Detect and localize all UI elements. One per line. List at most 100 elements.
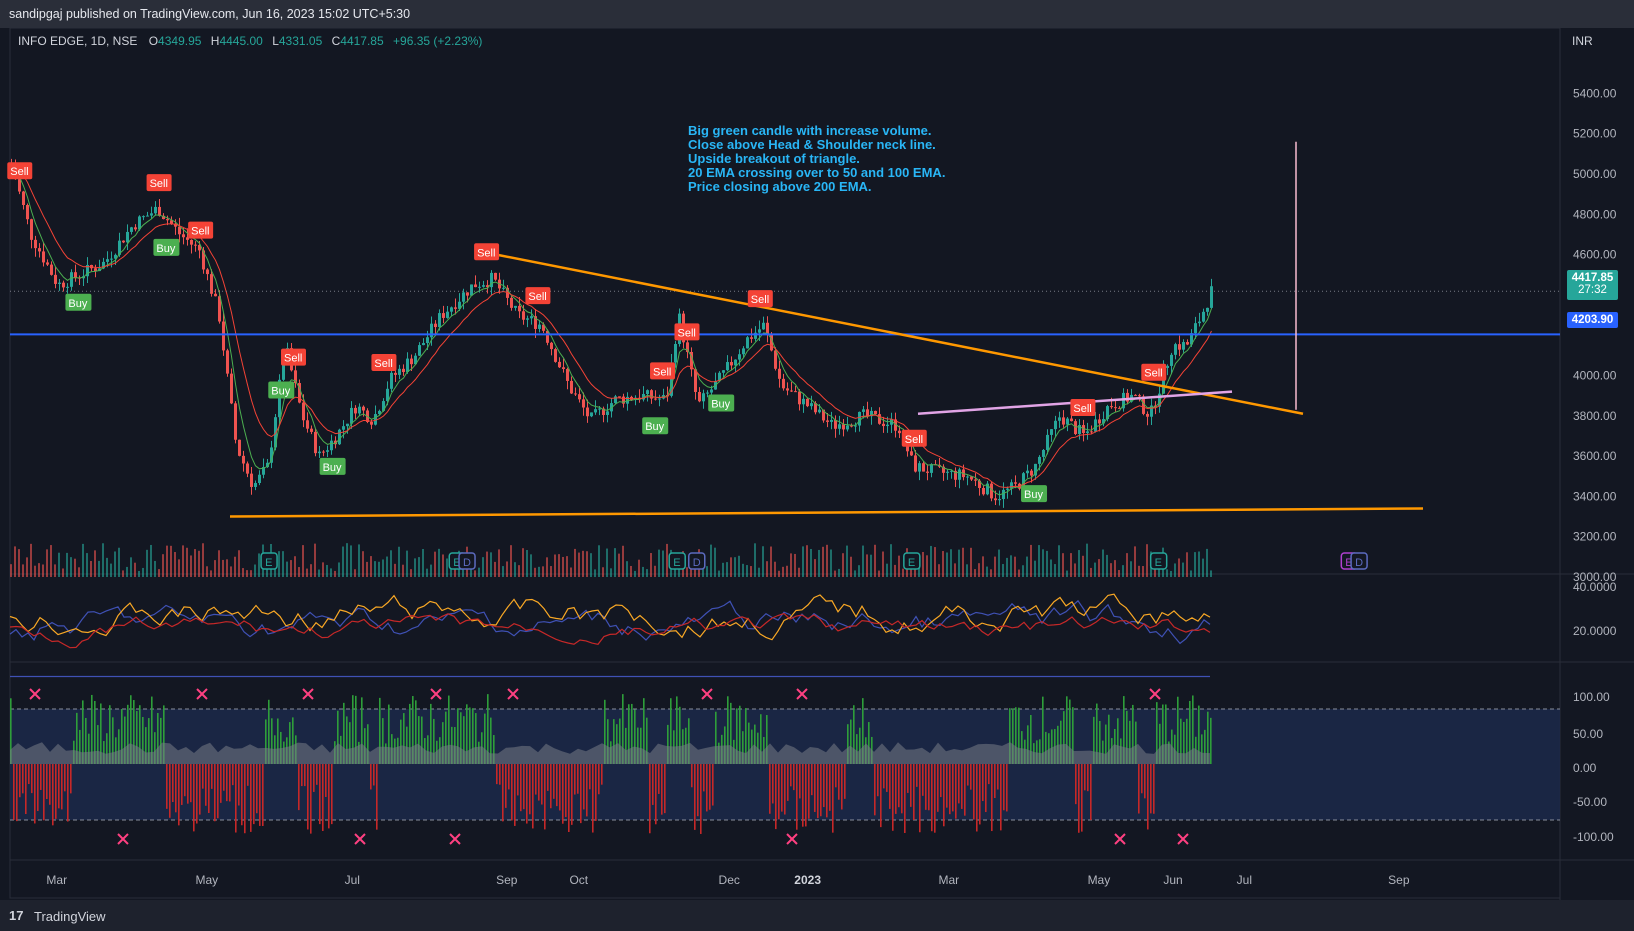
candle-body — [434, 323, 437, 328]
chart-canvas[interactable]: 5400.005200.005000.004800.004600.004400.… — [0, 28, 1634, 900]
buy-signal-label — [268, 381, 295, 399]
volume-bar — [714, 547, 716, 577]
sell-signal-label — [474, 243, 500, 261]
histogram-bar-up — [430, 703, 432, 764]
oscillator-tick-label: -50.00 — [1573, 795, 1607, 809]
candle-body — [106, 259, 109, 262]
candle-body — [738, 354, 741, 360]
volume-bar — [734, 557, 736, 577]
histogram-bar-up — [106, 733, 108, 764]
histogram-bar-down — [553, 764, 555, 799]
volume-bar — [594, 569, 596, 577]
oscillator-tick-label: 50.00 — [1573, 727, 1603, 741]
histogram-bar-up — [1069, 699, 1071, 764]
histogram-bar-up — [1021, 731, 1023, 764]
annotation-line: Upside breakout of triangle. — [688, 151, 860, 166]
buy-signal-text: Buy — [68, 298, 87, 310]
histogram-bar-down — [973, 764, 975, 820]
candle-body — [886, 424, 889, 427]
histogram-bar-down — [700, 764, 702, 834]
candle-body — [534, 316, 537, 329]
candle-body — [754, 332, 757, 339]
candle-body — [406, 358, 409, 373]
dividend-icon-label: D — [693, 557, 701, 569]
volume-bar — [114, 551, 116, 577]
candle-body — [954, 470, 957, 480]
histogram-bar-up — [433, 718, 435, 764]
histogram-bar-up — [112, 717, 114, 764]
candle-body — [306, 420, 309, 429]
histogram-bar-up — [130, 695, 132, 764]
volume-bar — [978, 563, 980, 577]
candle-body — [806, 398, 809, 407]
volume-bar — [622, 545, 624, 577]
legend-low-label: L — [272, 34, 279, 48]
last-price-tag: 4417.85 27:32 — [1567, 270, 1618, 300]
volume-bar — [946, 552, 948, 577]
currency-label[interactable]: INR — [1572, 34, 1593, 48]
annotation-text[interactable]: Big green candle with increase volume. C… — [688, 124, 945, 194]
volume-bar — [782, 566, 784, 577]
volume-bar — [390, 550, 392, 577]
dividend-icon — [688, 552, 706, 570]
volume-bar — [950, 549, 952, 577]
volume-bar — [362, 551, 364, 577]
volume-bar — [302, 545, 304, 577]
candle-body — [542, 324, 545, 331]
histogram-bar-up — [136, 711, 138, 764]
histogram-bar-up — [856, 734, 858, 764]
histogram-bar-down — [19, 764, 21, 798]
histogram-bar-down — [202, 764, 204, 789]
volume-bar — [190, 555, 192, 577]
candle-body — [794, 391, 797, 393]
legend-high-label: H — [210, 34, 220, 48]
histogram-bar-down — [577, 764, 579, 794]
volume-bar — [306, 568, 308, 577]
histogram-bar-up — [634, 709, 636, 764]
volume-bar — [30, 543, 32, 577]
histogram-bar-down — [328, 764, 330, 829]
dividend-icon-label: D — [1355, 557, 1363, 569]
histogram-bar-down — [940, 764, 942, 798]
volume-bar — [370, 556, 372, 577]
histogram-bar-up — [91, 694, 93, 764]
footer-brand[interactable]: TradingView — [34, 909, 106, 924]
volume-bar — [314, 543, 316, 577]
histogram-bar-up — [409, 703, 411, 764]
volume-bar — [574, 548, 576, 577]
candle-body — [122, 240, 125, 243]
sell-signal-text: Sell — [284, 353, 302, 365]
histogram-bar-down — [580, 764, 582, 824]
volume-bar — [54, 564, 56, 577]
candle-body — [70, 272, 73, 287]
histogram-bar-up — [619, 718, 621, 764]
candle-body — [574, 393, 577, 395]
volume-bar — [614, 548, 616, 577]
volume-bar — [1118, 570, 1120, 577]
histogram-bar-up — [622, 694, 624, 764]
sell-signal-label — [146, 174, 172, 192]
time-tick-label: Jun — [1163, 873, 1182, 887]
histogram-bar-down — [178, 764, 180, 826]
candle-body — [450, 307, 453, 312]
volume-bar — [842, 553, 844, 577]
volume-group — [10, 543, 1212, 577]
volume-bar — [106, 557, 108, 577]
histogram-bar-down — [904, 764, 906, 833]
histogram-bar-up — [448, 695, 450, 764]
histogram-bar-down — [256, 764, 258, 814]
volume-bar — [1078, 550, 1080, 577]
volume-bar — [414, 558, 416, 577]
histogram-bar-down — [712, 764, 714, 806]
volume-bar — [938, 564, 940, 577]
candle-body — [890, 419, 893, 425]
volume-bar — [138, 570, 140, 577]
candle-body — [974, 479, 977, 481]
volume-bar — [470, 565, 472, 577]
published-text: sandipgaj published on TradingView.com, … — [9, 7, 411, 21]
volume-bar — [814, 559, 816, 577]
histogram-bar-down — [889, 764, 891, 809]
candle-body — [1098, 419, 1101, 424]
volume-bar — [830, 549, 832, 577]
candle-body — [1070, 418, 1073, 422]
